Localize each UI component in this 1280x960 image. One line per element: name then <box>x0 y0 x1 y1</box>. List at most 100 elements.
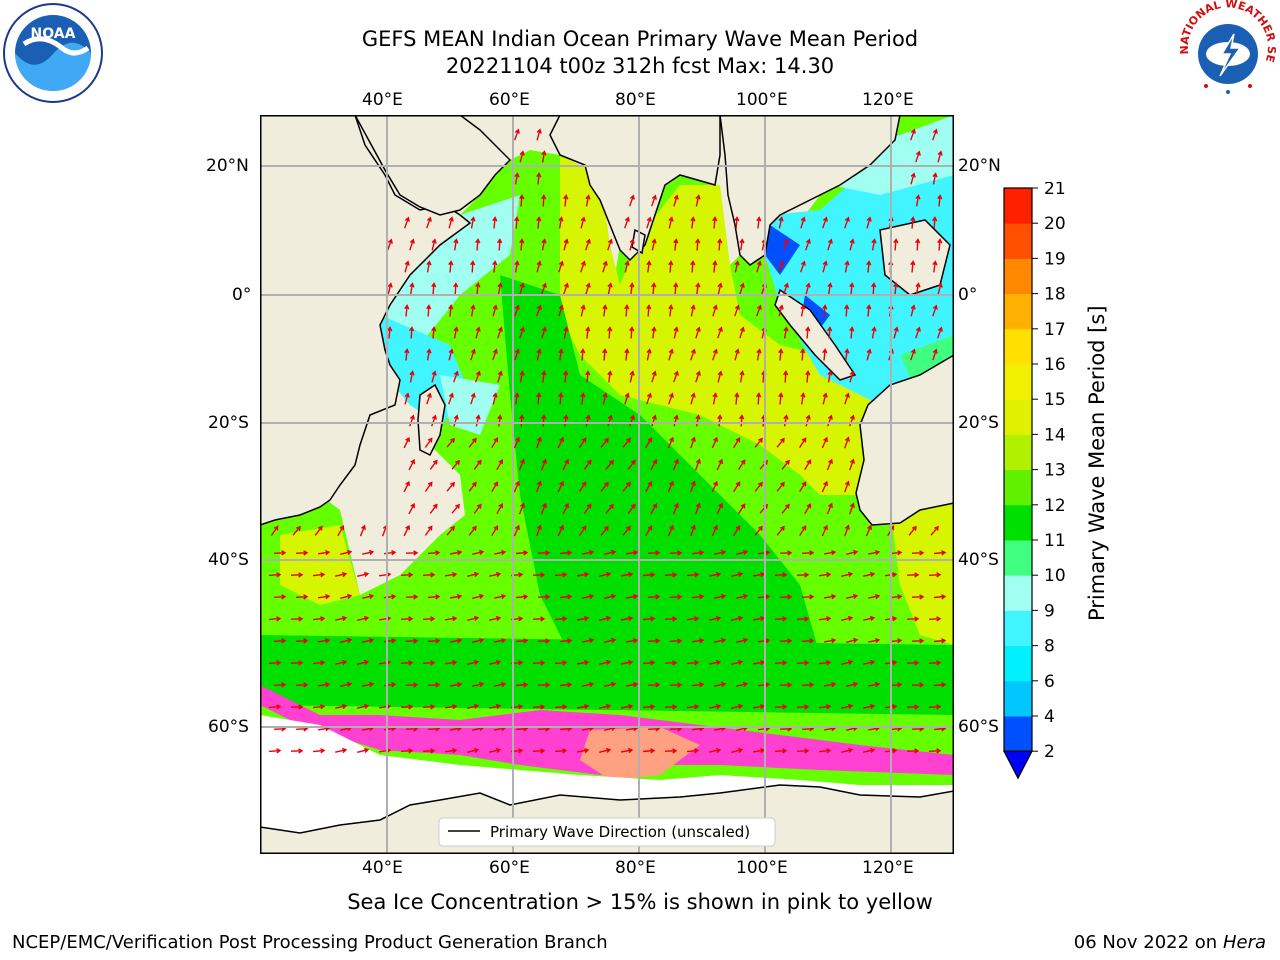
lon-tick-bottom-120e: 120°E <box>862 858 914 878</box>
wave-arrow <box>778 348 784 361</box>
wave-arrow <box>532 660 546 666</box>
wave-arrow <box>384 682 397 688</box>
wave-arrow <box>562 502 569 515</box>
wave-arrow <box>754 481 763 492</box>
wave-arrow <box>317 550 331 556</box>
wave-arrow <box>646 216 652 229</box>
wave-arrow <box>585 370 591 383</box>
wave-arrow <box>470 216 476 229</box>
wave-arrow <box>670 638 683 644</box>
wave-arrow <box>290 572 304 578</box>
wave-arrow <box>805 282 811 295</box>
wave-arrow <box>448 304 454 317</box>
wave-arrow <box>800 304 806 317</box>
wave-arrow <box>780 682 793 688</box>
wave-arrow <box>519 370 525 383</box>
wave-arrow <box>317 682 331 688</box>
wave-arrow <box>783 238 789 251</box>
wave-arrow <box>775 616 788 622</box>
wave-arrow <box>826 502 833 515</box>
wave-arrow <box>651 282 657 295</box>
wave-arrow <box>846 549 859 556</box>
wave-arrow <box>426 260 432 273</box>
wave-arrow <box>431 370 437 383</box>
wave-arrow <box>357 747 370 754</box>
wave-arrow <box>269 616 282 622</box>
wave-arrow <box>907 748 920 754</box>
wave-arrow <box>907 660 920 666</box>
wave-arrow <box>929 748 942 754</box>
wave-arrow <box>536 304 542 317</box>
wave-arrow <box>712 260 718 273</box>
wave-arrow <box>536 172 542 185</box>
wave-arrow <box>625 637 639 644</box>
wave-arrow <box>576 659 590 666</box>
wave-arrow <box>690 304 696 317</box>
lat-tick-left-0: 0° <box>232 285 252 305</box>
wave-arrow <box>849 458 855 471</box>
wave-arrow <box>868 549 881 556</box>
wave-arrow <box>401 572 414 578</box>
wave-arrow <box>536 436 542 449</box>
wave-arrow <box>780 550 793 556</box>
wave-arrow <box>673 282 679 295</box>
wave-arrow <box>409 370 415 383</box>
wave-arrow <box>473 459 482 470</box>
wave-arrow <box>731 659 744 666</box>
wave-arrow <box>409 238 415 251</box>
wave-arrow <box>446 481 455 492</box>
footer-credit: NCEP/EMC/Verification Post Processing Pr… <box>12 932 608 953</box>
wave-arrow <box>714 593 727 600</box>
wave-arrow <box>468 437 477 448</box>
colorbar-tick-label: 17 <box>1044 320 1066 340</box>
wave-arrow <box>423 704 436 710</box>
colorbar-segment <box>1004 540 1032 576</box>
wave-arrow <box>648 550 661 556</box>
wave-arrow <box>754 437 763 448</box>
colorbar-tick-label: 13 <box>1044 461 1066 481</box>
wave-arrow <box>934 594 947 600</box>
wave-arrow <box>844 524 850 537</box>
wave-arrow <box>624 392 630 405</box>
wave-arrow <box>560 594 573 600</box>
wave-arrow <box>451 503 460 514</box>
wave-arrow <box>489 659 502 666</box>
wave-arrow <box>449 637 463 644</box>
wave-arrow <box>555 748 568 754</box>
wave-arrow <box>620 659 634 666</box>
wave-arrow <box>780 638 793 644</box>
wave-arrow <box>563 194 569 207</box>
wave-arrow <box>492 216 498 229</box>
wave-arrow <box>629 414 635 427</box>
wave-arrow <box>778 392 784 405</box>
wave-arrow <box>756 304 762 317</box>
wave-arrow <box>536 524 542 537</box>
wave-arrow <box>756 216 762 229</box>
wave-arrow <box>734 348 740 361</box>
wave-arrow <box>444 704 458 710</box>
wave-arrow <box>910 172 916 185</box>
wave-arrow <box>532 704 546 710</box>
wave-arrow <box>711 480 718 493</box>
footer-host: Hera <box>1222 932 1266 953</box>
wave-arrow <box>560 638 573 644</box>
wave-arrow <box>453 370 459 383</box>
wave-arrow <box>540 502 547 515</box>
wave-arrow <box>472 549 485 555</box>
wave-arrow <box>804 503 812 515</box>
wave-arrow <box>620 703 634 710</box>
wave-arrow <box>866 348 872 361</box>
wave-arrow <box>290 704 304 710</box>
wave-arrow <box>645 481 653 493</box>
wave-arrow <box>444 572 458 578</box>
wave-arrow <box>431 282 437 295</box>
lon-tick-bottom-40e: 40°E <box>362 858 403 878</box>
colorbar-tick-label: 20 <box>1044 214 1066 234</box>
colorbar-segment <box>1004 293 1032 330</box>
wave-arrow <box>915 326 921 339</box>
wave-arrow <box>313 748 326 754</box>
wave-arrow <box>604 549 617 555</box>
wave-arrow <box>915 194 921 207</box>
wave-arrow <box>475 414 481 427</box>
wave-arrow <box>937 194 943 207</box>
